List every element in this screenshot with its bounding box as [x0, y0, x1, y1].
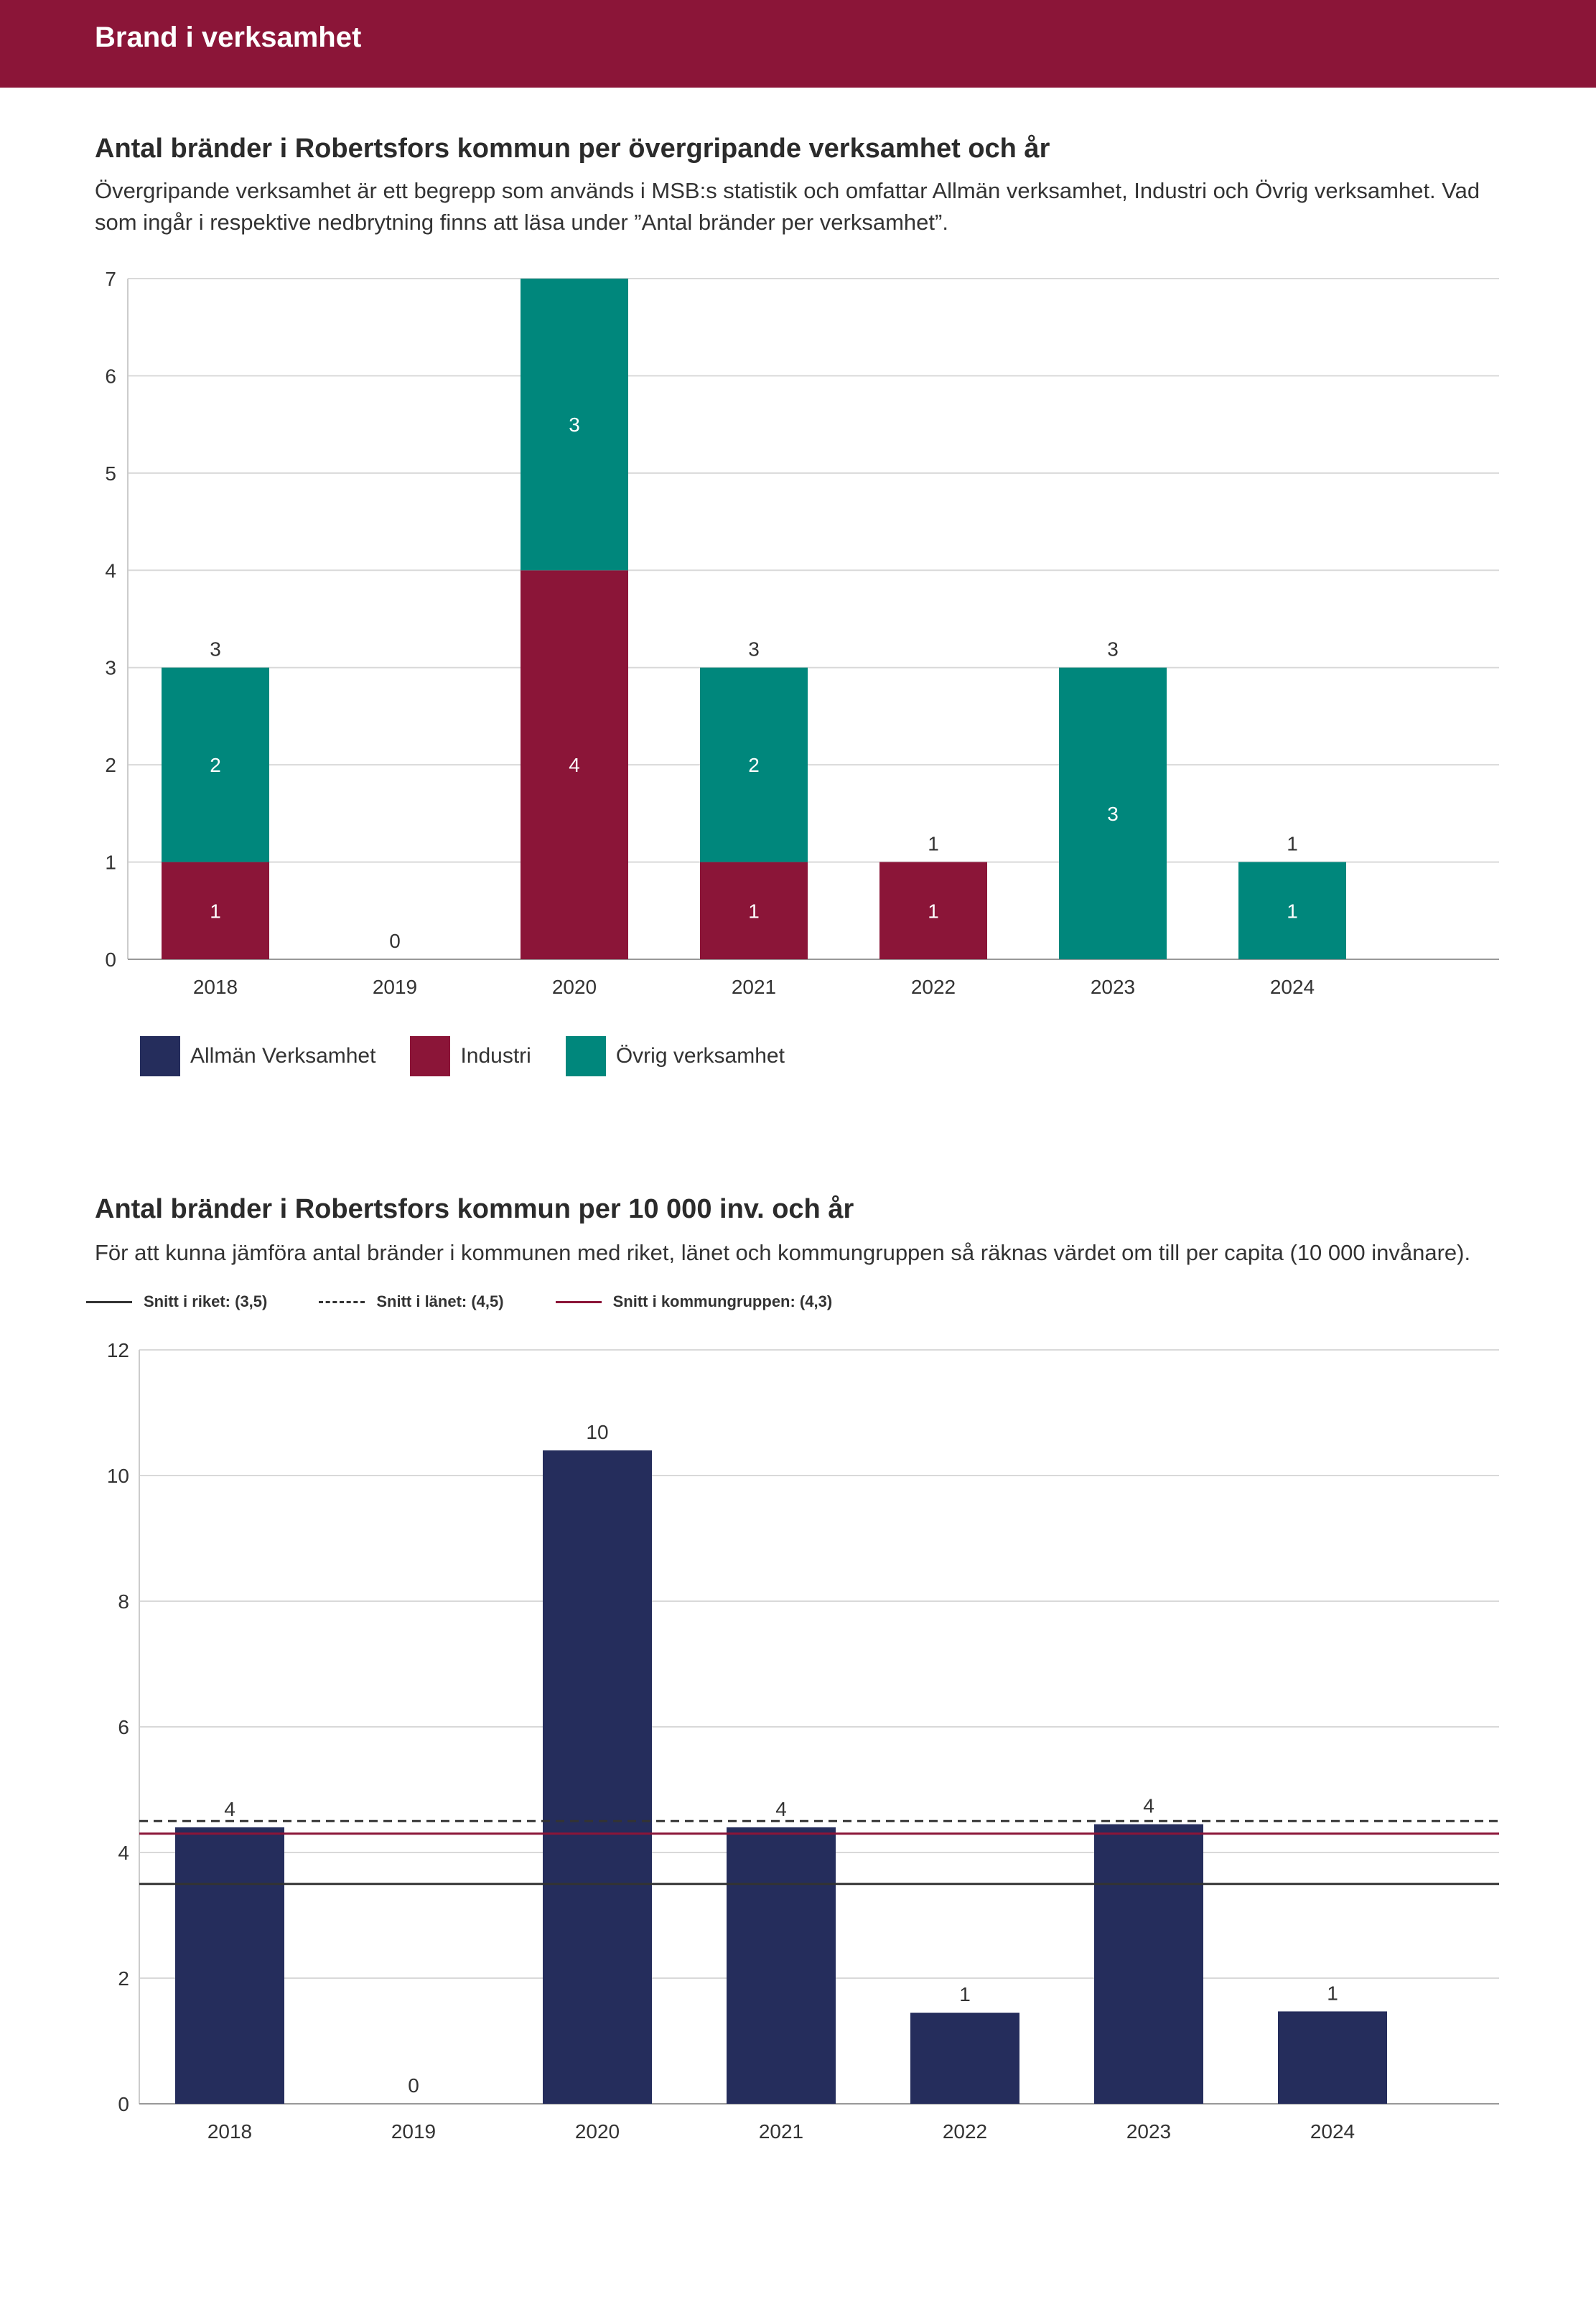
chart2-ytick: 2 [118, 1967, 129, 1990]
ref-legend-line-lanet [319, 1300, 365, 1303]
chart1-stacked-bar: 0 1 2 3 4 5 6 7 1 2 3 2018 0 2019 4 3 2020 1 2 3 2021 1 1 2022 3… [105, 268, 1499, 998]
chart2-value-label: 1 [959, 1983, 971, 2005]
chart2-xtick: 2023 [1126, 2120, 1171, 2143]
chart2-ytick: 0 [118, 2093, 129, 2115]
chart2-value-label: 0 [408, 2074, 419, 2097]
ref-legend-kommungrupp: Snitt i kommungruppen: (4,3) [555, 1292, 833, 1311]
chart1-bar-segment [1238, 862, 1346, 959]
chart2-xtick: 2018 [207, 2120, 252, 2143]
chart2-bar [910, 2013, 1019, 2104]
chart1-segment-label: 3 [569, 414, 580, 436]
chart2-bar [543, 1450, 652, 2104]
chart1-segment-label: 1 [928, 900, 939, 922]
chart1-total-label: 3 [1107, 638, 1119, 661]
legend-item-industri: Industri [410, 1036, 531, 1076]
chart1-bar-segment [700, 862, 808, 959]
chart1-ytick: 5 [105, 462, 116, 485]
chart2-bar [1278, 2011, 1387, 2104]
chart1-segment-label: 4 [569, 754, 580, 776]
ref-legend-label-lanet: Snitt i länet: (4,5) [376, 1292, 504, 1310]
chart1-legend: Allmän Verksamhet Industri Övrig verksam… [140, 1036, 819, 1076]
chart1-bar-segment [521, 570, 628, 959]
ref-legend-label-kommungrupp: Snitt i kommungruppen: (4,3) [612, 1292, 833, 1310]
chart2-xtick: 2024 [1310, 2120, 1355, 2143]
legend-swatch-ovrig [565, 1036, 606, 1076]
chart2-bar [727, 1827, 836, 2104]
chart2-ytick: 12 [107, 1339, 129, 1361]
chart1-title: Antal bränder i Robertsfors kommun per ö… [95, 134, 1050, 164]
chart1-xtick: 2021 [732, 976, 776, 998]
chart1-segment-label: 2 [748, 754, 760, 776]
ref-legend-line-kommungrupp [555, 1300, 602, 1303]
legend-swatch-industri [410, 1036, 451, 1076]
chart1-segment-label: 1 [1287, 900, 1298, 922]
chart1-xtick: 2019 [373, 976, 417, 998]
chart2-xtick: 2022 [943, 2120, 987, 2143]
chart1-ytick: 4 [105, 559, 116, 582]
legend-item-ovrig: Övrig verksamhet [565, 1036, 785, 1076]
chart1-bar-segment [162, 667, 269, 862]
chart1-ytick: 6 [105, 365, 116, 387]
chart2-value-label: 4 [224, 1798, 235, 1820]
chart1-total-label: 1 [928, 833, 939, 855]
chart1-bar-segment [162, 862, 269, 959]
chart1-description: Övergripande verksamhet är ett begrepp s… [95, 178, 1480, 235]
chart2-xtick: 2021 [759, 2120, 803, 2143]
chart1-ytick: 0 [105, 949, 116, 971]
chart1-xtick: 2020 [552, 976, 597, 998]
chart1-bar-segment [521, 279, 628, 571]
chart1-segment-label: 1 [748, 900, 760, 922]
chart1-total-label: 3 [748, 638, 760, 661]
chart1-bar-segment [879, 862, 987, 959]
chart1-bar-segment [1059, 667, 1167, 959]
chart1-total-label: 0 [389, 930, 401, 952]
chart2-ytick: 10 [107, 1465, 129, 1487]
chart2-value-label: 10 [586, 1421, 608, 1443]
chart1-ytick: 2 [105, 754, 116, 776]
chart1-segment-label: 1 [210, 900, 221, 922]
chart2-bar [175, 1827, 284, 2104]
ref-legend-line-riket [86, 1300, 132, 1303]
legend-item-allman: Allmän Verksamhet [140, 1036, 375, 1076]
chart1-ytick: 3 [105, 657, 116, 679]
chart2-description: För att kunna jämföra antal bränder i ko… [95, 1240, 1471, 1265]
header-bar: Brand i verksamhet [0, 0, 1596, 88]
chart2-ytick: 8 [118, 1590, 129, 1613]
chart2-bar: 0 2 4 6 8 10 12 4 2018 0 2019 10 2020 4 2021 1 2022 4 2023… [107, 1339, 1499, 2143]
chart1-bar-segment [700, 667, 808, 862]
chart1-total-label: 3 [210, 638, 221, 661]
chart1-segment-label: 3 [1107, 803, 1119, 825]
chart1-total-label: 1 [1287, 833, 1298, 855]
chart2-title: Antal bränder i Robertsfors kommun per 1… [95, 1194, 854, 1224]
legend-label-ovrig: Övrig verksamhet [615, 1044, 785, 1068]
ref-legend-label-riket: Snitt i riket: (3,5) [144, 1292, 268, 1310]
chart2-bar [1094, 1824, 1203, 2104]
chart2-value-label: 4 [1143, 1795, 1154, 1817]
legend-swatch-allman [140, 1036, 180, 1076]
chart1-xtick: 2018 [193, 976, 238, 998]
header-title: Brand i verksamhet [95, 22, 362, 53]
chart1-ytick: 1 [105, 852, 116, 874]
chart2-value-label: 1 [1327, 1982, 1338, 2004]
ref-legend-riket: Snitt i riket: (3,5) [86, 1292, 267, 1311]
chart2-xtick: 2019 [391, 2120, 436, 2143]
chart2-ytick: 6 [118, 1716, 129, 1738]
chart1-xtick: 2024 [1270, 976, 1315, 998]
chart1-segment-label: 2 [210, 754, 221, 776]
chart1-ytick: 7 [105, 268, 116, 290]
chart2-ytick: 4 [118, 1842, 129, 1864]
chart1-xtick: 2022 [911, 976, 956, 998]
legend-label-industri: Industri [460, 1044, 531, 1068]
legend-label-allman: Allmän Verksamhet [190, 1044, 376, 1068]
chart2-value-label: 4 [775, 1798, 787, 1820]
ref-legend-lanet: Snitt i länet: (4,5) [319, 1292, 504, 1311]
chart2-reference-legend: Snitt i riket: (3,5) Snitt i länet: (4,5… [86, 1292, 884, 1311]
chart1-xtick: 2023 [1091, 976, 1135, 998]
chart2-xtick: 2020 [575, 2120, 620, 2143]
